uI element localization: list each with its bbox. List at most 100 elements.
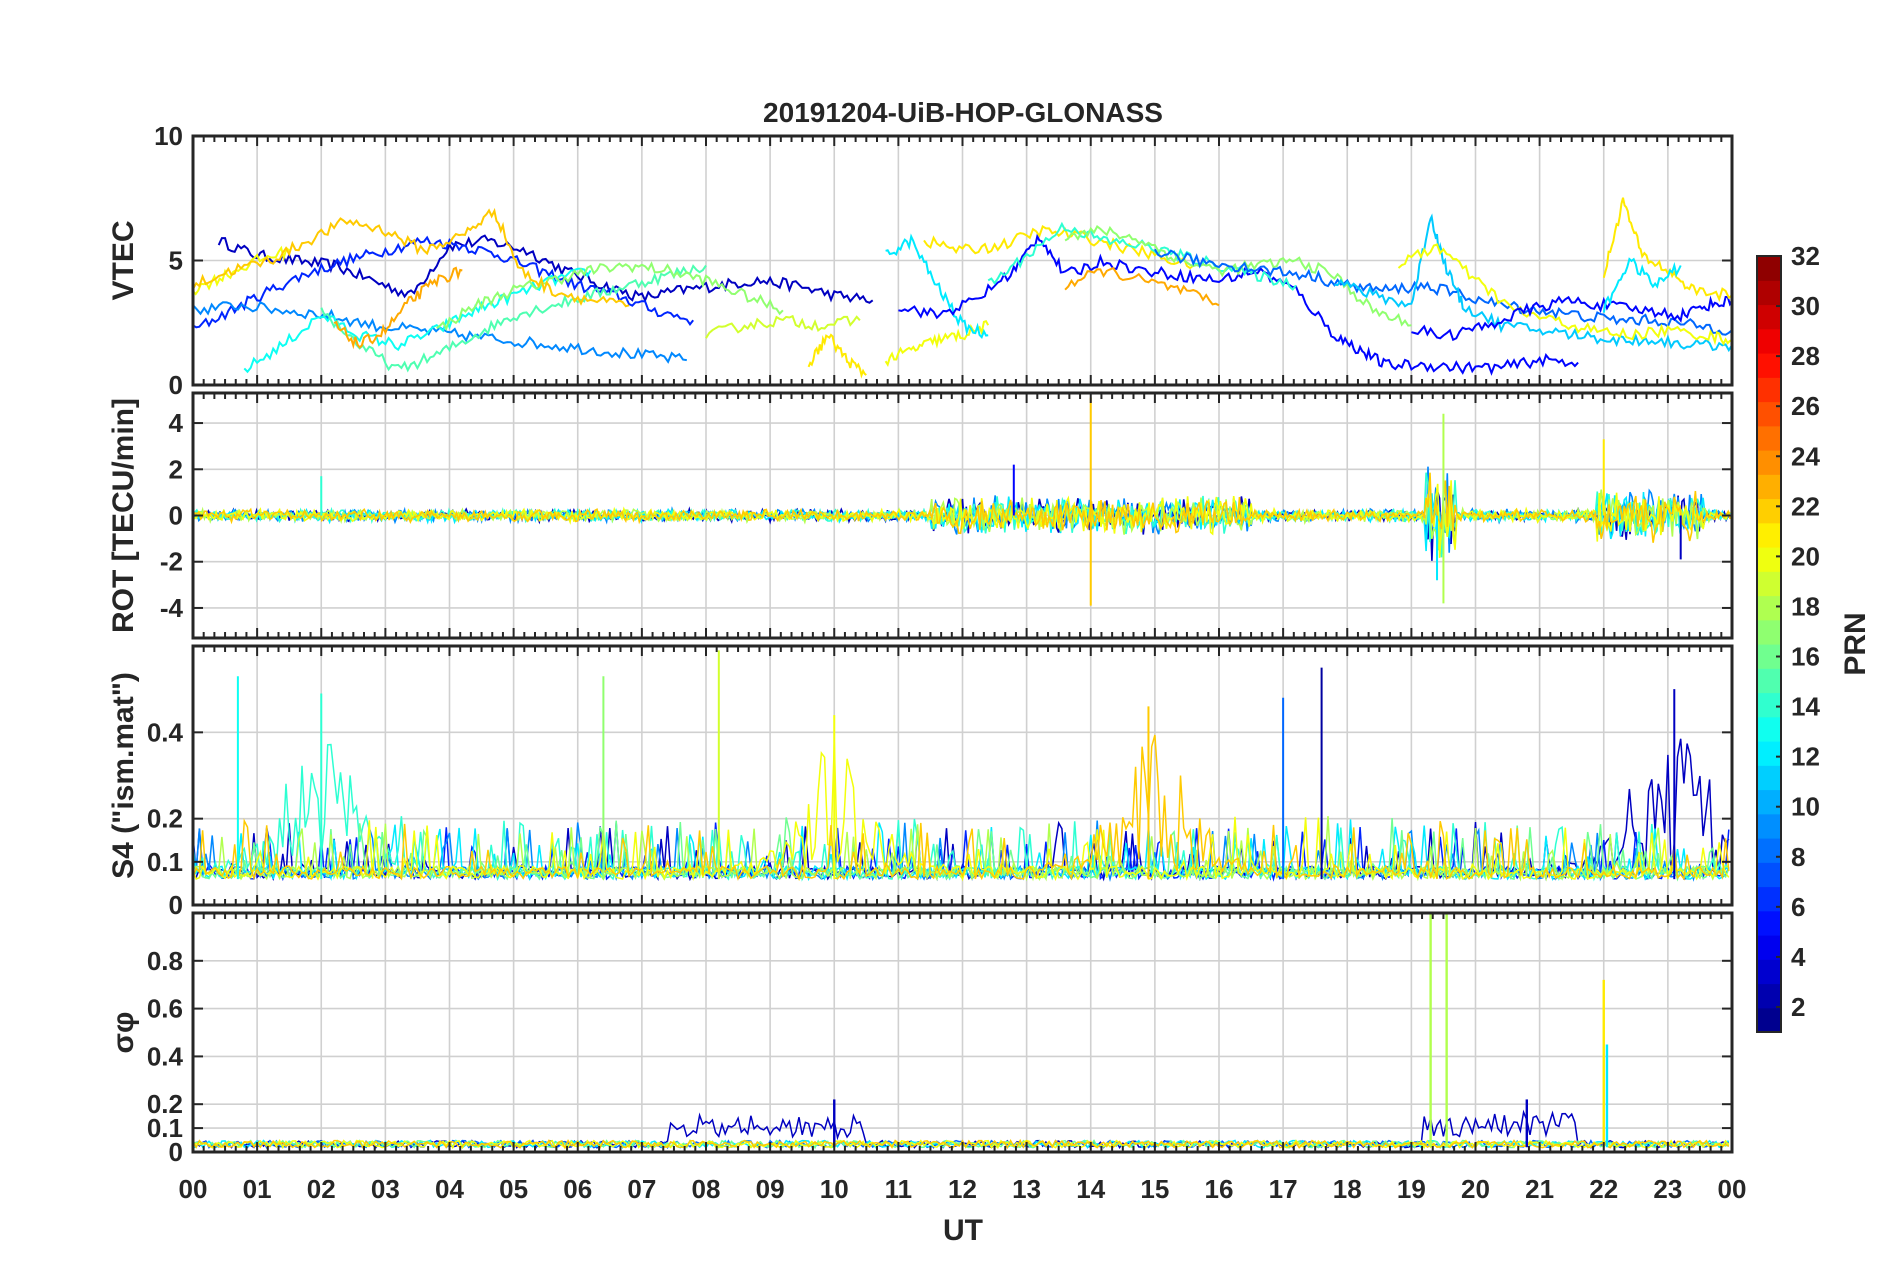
series-line-prn-3 [217, 234, 874, 304]
y-tick-label: 0.4 [147, 717, 184, 747]
series-line-prn-12 [885, 233, 989, 340]
colorbar-segment [1757, 959, 1781, 985]
x-tick-label: 03 [371, 1174, 400, 1204]
colorbar-tick-label: 22 [1791, 491, 1820, 521]
series-line-prn-12 [1602, 257, 1682, 313]
series-line-prn-17 [1064, 225, 1412, 327]
rot-trace-prn-22 [193, 472, 1731, 543]
series-line-prn-23 [333, 266, 463, 350]
colorbar-segment [1757, 571, 1781, 597]
x-tick-label: 12 [948, 1174, 977, 1204]
series-line-prn-15 [320, 264, 707, 373]
x-tick-label: 20 [1461, 1174, 1490, 1204]
colorbar-segment [1757, 862, 1781, 888]
data-layer [193, 650, 1730, 882]
data-layer [193, 197, 1732, 379]
x-axis-label: UT [943, 1214, 983, 1247]
x-ticks [192, 646, 1733, 905]
x-tick-label: 10 [820, 1174, 849, 1204]
x-tick-label: 01 [243, 1174, 272, 1204]
colorbar-segment [1757, 765, 1781, 791]
y-tick-label: 0.2 [147, 1089, 183, 1119]
y-tick-label: -2 [160, 547, 183, 577]
colorbar-segment [1757, 741, 1781, 766]
x-ticks [192, 136, 1733, 385]
colorbar-segment [1757, 304, 1781, 330]
x-ticks [192, 913, 1733, 1152]
x-tick-label: 21 [1525, 1174, 1554, 1204]
colorbar-tick-label: 18 [1791, 591, 1820, 621]
colorbar-segment [1757, 474, 1781, 500]
colorbar-segment [1757, 716, 1781, 742]
x-tick-label: 16 [1205, 1174, 1234, 1204]
colorbar-segment [1757, 328, 1781, 354]
y-axis-label: ROT [TECU/min] [107, 398, 140, 633]
colorbar-tick-label: 10 [1791, 792, 1820, 822]
colorbar-tick-label: 6 [1791, 892, 1805, 922]
series-line-prn-22 [193, 207, 630, 308]
x-tick-label: 07 [627, 1174, 656, 1204]
colorbar-segment [1757, 668, 1781, 694]
y-tick-label: 0 [169, 890, 183, 920]
y-tick-label: 0.2 [147, 804, 183, 834]
colorbar-segment [1757, 935, 1781, 960]
series-line-prn-14 [987, 221, 1297, 291]
y-axis-label: VTEC [107, 220, 140, 300]
colorbar-segment [1757, 692, 1781, 718]
x-tick-label: 14 [1076, 1174, 1105, 1204]
colorbar-tick-label: 2 [1791, 992, 1805, 1022]
series-line-prn-19 [705, 314, 861, 339]
rot-trace-prn-20 [193, 480, 1731, 558]
panel-4: 00.10.2 0.4 0.6 0.8 σφ [107, 911, 1734, 1167]
series-line-prn-20 [1397, 243, 1732, 346]
x-tick-label: 09 [756, 1174, 785, 1204]
y-tick-label: 0.4 [147, 1041, 184, 1071]
colorbar-segment [1757, 983, 1781, 1009]
x-tick-label: 23 [1653, 1174, 1682, 1204]
y-tick-label: 0.6 [147, 994, 183, 1024]
s4-trace-prn-18 [193, 816, 1729, 882]
series-line-prn-23 [1064, 266, 1220, 307]
y-tick-label: 2 [169, 454, 183, 484]
colorbar-tick-label: 8 [1791, 842, 1805, 872]
series-line-prn-13 [243, 267, 592, 374]
x-tick-label: 00 [1718, 1174, 1747, 1204]
data-layer [193, 397, 1731, 606]
x-tick-label: 00 [179, 1174, 208, 1204]
series-line-prn-8 [1154, 248, 1732, 336]
colorbar-tick-label: 14 [1791, 692, 1820, 722]
colorbar-segment [1757, 910, 1781, 936]
x-ticks [192, 393, 1733, 638]
colorbar-tick-label: 12 [1791, 742, 1820, 772]
colorbar-tick-label: 32 [1791, 241, 1820, 271]
colorbar-segment [1757, 450, 1781, 475]
colorbar-segment [1757, 813, 1781, 839]
series-line-prn-20 [884, 319, 990, 368]
y-tick-label: -4 [160, 593, 184, 623]
series-line-prn-21 [923, 225, 1194, 270]
y-axis-label: S4 ("ism.mat") [107, 672, 140, 879]
y-tick-label: 0.1 [147, 1113, 183, 1143]
colorbar-segment [1757, 377, 1781, 403]
colorbar-frame [1756, 255, 1782, 1033]
colorbar-segment [1757, 353, 1781, 378]
x-tick-label: 18 [1333, 1174, 1362, 1204]
x-tick-label: 06 [563, 1174, 592, 1204]
y-tick-label: 0.1 [147, 847, 183, 877]
y-tick-label: 0 [169, 501, 183, 531]
x-tick-label: 17 [1269, 1174, 1298, 1204]
x-tick-label: 11 [885, 1174, 913, 1204]
colorbar-tick-label: 24 [1791, 441, 1820, 471]
colorbar-tick-label: 16 [1791, 642, 1820, 672]
grid [192, 913, 1733, 1153]
y-tick-label: 5 [169, 246, 183, 276]
colorbar-segment [1757, 1007, 1781, 1033]
colorbar-tick-label: 20 [1791, 541, 1820, 571]
series-line-prn-11 [1334, 213, 1732, 353]
panel-3: 0 0.1 0.2 0.4S4 ("ism.mat") [107, 644, 1734, 920]
x-tick-label: 15 [1140, 1174, 1169, 1204]
colorbar-segment [1757, 789, 1781, 815]
